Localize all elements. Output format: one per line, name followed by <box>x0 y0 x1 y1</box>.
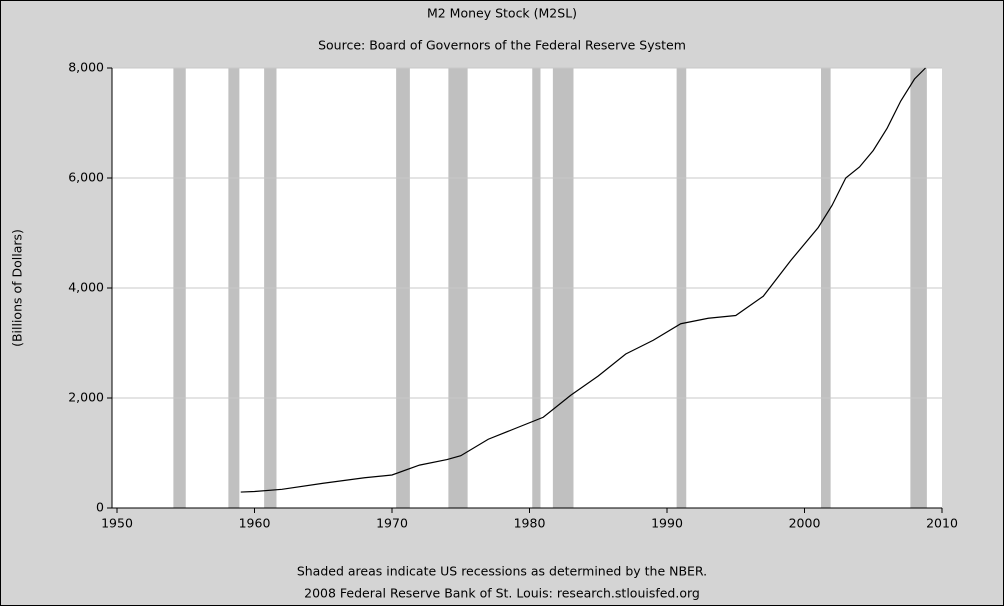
x-tick-label: 1950 <box>101 516 133 531</box>
x-tick-label: 2000 <box>789 516 821 531</box>
y-tick-label: 8,000 <box>68 60 104 75</box>
x-tick-label: 1960 <box>239 516 271 531</box>
y-tick-label: 6,000 <box>68 170 104 185</box>
chart-subtitle: Source: Board of Governors of the Federa… <box>318 38 686 53</box>
x-tick-label: 1970 <box>376 516 408 531</box>
series-line <box>240 67 926 493</box>
y-tick-label: 4,000 <box>68 280 104 295</box>
y-tick-label: 0 <box>96 500 104 515</box>
x-tick-label: 1990 <box>651 516 683 531</box>
note: 2008 Federal Reserve Bank of St. Louis: … <box>304 586 700 601</box>
x-tick-label: 1980 <box>514 516 546 531</box>
y-axis-label: (Billions of Dollars) <box>10 229 25 347</box>
x-tick-label: 2010 <box>926 516 958 531</box>
note: Shaded areas indicate US recessions as d… <box>297 564 707 579</box>
y-tick-label: 2,000 <box>68 390 104 405</box>
chart-title: M2 Money Stock (M2SL) <box>427 6 577 21</box>
